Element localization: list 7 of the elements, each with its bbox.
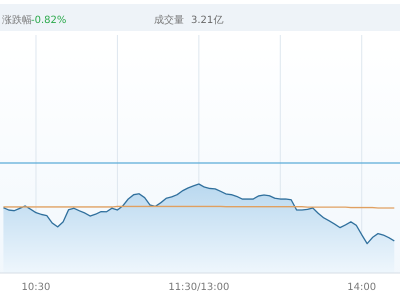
text: -0.82% bbox=[31, 15, 66, 26]
text: 涨跌幅 bbox=[2, 14, 32, 26]
x-tick-label: 14:00 bbox=[347, 282, 376, 293]
x-tick-label: 10:30 bbox=[22, 282, 50, 293]
text: 3.21亿 bbox=[191, 15, 224, 26]
x-tick-label: 11:30/13:00 bbox=[168, 282, 230, 293]
text: 成交量 bbox=[154, 14, 184, 26]
